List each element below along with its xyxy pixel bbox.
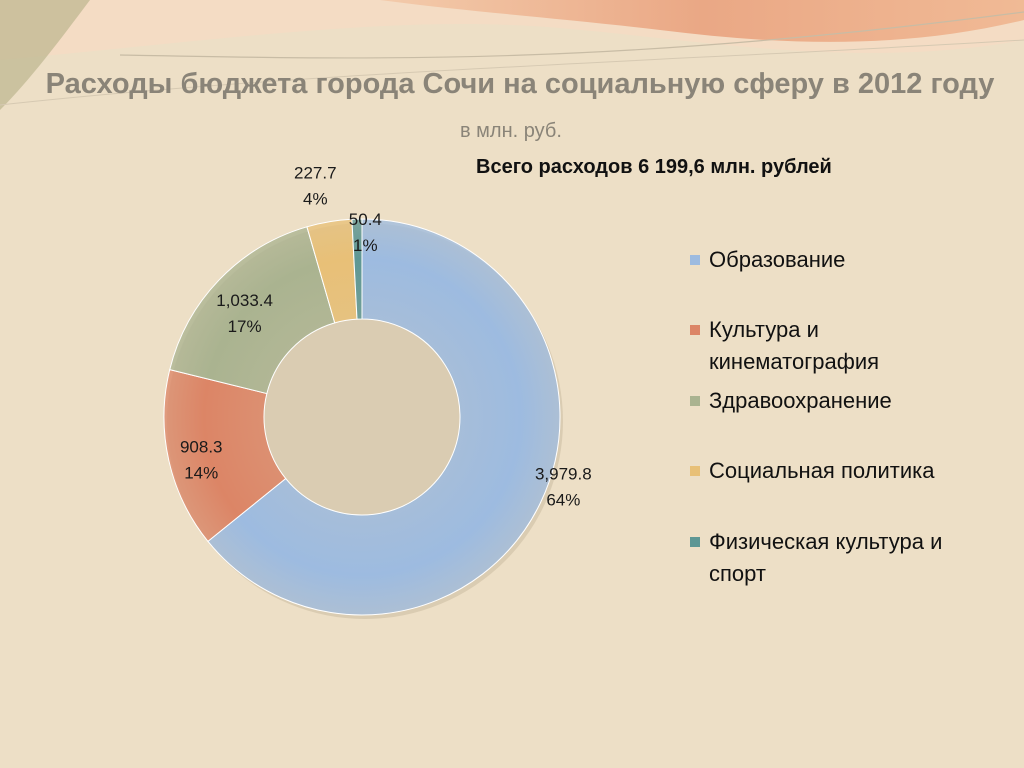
slice-education [207,218,561,616]
legend-item-education: Образование [690,244,990,276]
legend-label: Социальная политика [709,458,935,483]
legend-marker-sport [690,537,700,547]
legend-marker-culture [690,325,700,335]
legend-item-sport: Физическая культура и спорт [690,526,990,590]
data-label-value-sport: 50.4 [349,210,382,229]
slice-culture [163,369,287,543]
slice-sport [351,218,363,320]
chart-subtitle: в млн. руб. [460,120,562,142]
legend-item-social-policy: Социальная политика [690,455,990,487]
data-label-percent-social-policy: 4% [303,190,328,209]
legend-label: Образование [709,247,846,272]
data-label-value-culture: 908.3 [180,438,223,457]
legend-marker-education [690,255,700,265]
data-label-value-healthcare: 1,033.4 [216,291,273,310]
legend-item-culture: Культура и кинематография [690,314,990,378]
legend-label: Физическая культура и [709,529,943,554]
total-expenses-label: Всего расходов 6 199,6 млн. рублей [476,156,832,178]
slide-title: Расходы бюджета города Сочи на социальну… [45,68,995,100]
data-label-value-social-policy: 227.7 [294,164,337,183]
data-label-percent-education: 64% [546,491,580,510]
legend-item-healthcare: Здравоохранение [690,385,990,417]
data-label-percent-sport: 1% [353,236,378,255]
legend-marker-social-policy [690,466,700,476]
data-label-percent-culture: 14% [184,464,218,483]
legend-label: Культура и [709,317,819,342]
legend-label-continued: кинематография [709,349,880,374]
legend-label-continued: спорт [709,561,766,586]
legend-marker-healthcare [690,396,700,406]
data-label-percent-healthcare: 17% [228,317,262,336]
legend-label: Здравоохранение [709,388,892,413]
data-label-value-education: 3,979.8 [535,465,592,484]
slice-healthcare [169,226,336,395]
